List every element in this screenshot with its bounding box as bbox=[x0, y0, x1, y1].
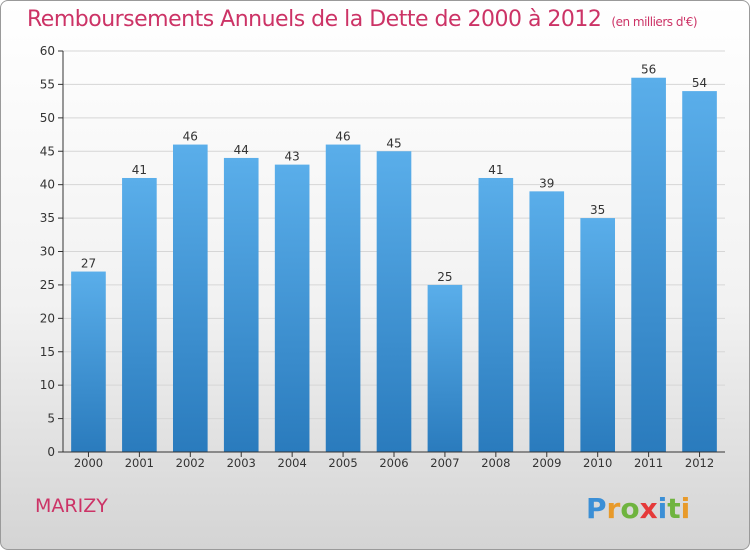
y-tick-label: 0 bbox=[47, 445, 55, 459]
bar bbox=[580, 218, 616, 452]
x-tick-label: 2004 bbox=[278, 456, 307, 470]
x-tick-label: 2006 bbox=[379, 456, 408, 470]
x-tick-label: 2000 bbox=[74, 456, 103, 470]
bar-value-label: 56 bbox=[641, 63, 656, 77]
bar bbox=[427, 284, 463, 452]
y-tick-label: 40 bbox=[40, 178, 55, 192]
x-tick-label: 2002 bbox=[176, 456, 205, 470]
x-tick-label: 2008 bbox=[481, 456, 510, 470]
bar-value-label: 54 bbox=[692, 76, 707, 90]
y-tick-label: 25 bbox=[40, 278, 55, 292]
y-tick-label: 5 bbox=[47, 412, 55, 426]
bar bbox=[325, 144, 361, 453]
chart-title-line: Remboursements Annuels de la Dette de 20… bbox=[27, 7, 698, 32]
bar bbox=[223, 157, 259, 452]
x-tick-label: 2011 bbox=[634, 456, 663, 470]
chart-title: Remboursements Annuels de la Dette de 20… bbox=[27, 7, 602, 32]
bar bbox=[122, 177, 157, 452]
bar bbox=[631, 77, 666, 452]
bar-value-label: 45 bbox=[386, 136, 401, 150]
bar bbox=[71, 271, 106, 452]
y-ticks: 0 5 10 15 20 25 30 35 40 45 50 55 60 bbox=[40, 44, 63, 459]
bar bbox=[529, 191, 565, 452]
x-tick-label: 2001 bbox=[125, 456, 154, 470]
x-tick-label: 2012 bbox=[685, 456, 714, 470]
bars-layer: 27 41 46 44 43 46 45 25 41 39 35 56 54 bbox=[71, 63, 717, 453]
bar-value-label: 41 bbox=[488, 163, 503, 177]
bar-value-label: 25 bbox=[437, 270, 452, 284]
y-tick-label: 35 bbox=[40, 211, 55, 225]
bar bbox=[172, 144, 208, 453]
x-tick-label: 2003 bbox=[227, 456, 256, 470]
bar-value-label: 35 bbox=[590, 203, 605, 217]
bar-value-label: 46 bbox=[183, 130, 198, 144]
x-tick-label: 2007 bbox=[430, 456, 459, 470]
bar-value-label: 43 bbox=[285, 150, 300, 164]
y-tick-label: 55 bbox=[40, 77, 55, 91]
bar bbox=[682, 91, 717, 452]
y-tick-label: 20 bbox=[40, 311, 55, 325]
y-tick-label: 10 bbox=[40, 378, 55, 392]
bar-value-label: 46 bbox=[335, 130, 350, 144]
commune-name: MARIZY bbox=[35, 495, 108, 517]
bar-value-label: 44 bbox=[234, 143, 249, 157]
bar bbox=[376, 151, 412, 452]
bar bbox=[478, 177, 514, 452]
x-tick-label: 2010 bbox=[583, 456, 612, 470]
x-ticks: 2000 2001 2002 2003 2004 2005 2006 2007 2008 2009… bbox=[74, 452, 714, 470]
bar bbox=[274, 164, 310, 452]
y-tick-label: 50 bbox=[40, 111, 55, 125]
x-tick-label: 2005 bbox=[328, 456, 357, 470]
bar-value-label: 39 bbox=[539, 176, 554, 190]
bar-value-label: 41 bbox=[132, 163, 147, 177]
bar-value-label: 27 bbox=[81, 257, 96, 271]
y-tick-label: 60 bbox=[40, 44, 55, 58]
y-tick-label: 15 bbox=[40, 345, 55, 359]
proxiti-logo: Proxiti bbox=[586, 492, 690, 525]
chart-subtitle: (en milliers d'€) bbox=[611, 15, 698, 29]
svg-text:Proxiti: Proxiti bbox=[586, 492, 690, 525]
y-tick-label: 30 bbox=[40, 245, 55, 259]
y-tick-label: 45 bbox=[40, 144, 55, 158]
x-tick-label: 2009 bbox=[532, 456, 561, 470]
